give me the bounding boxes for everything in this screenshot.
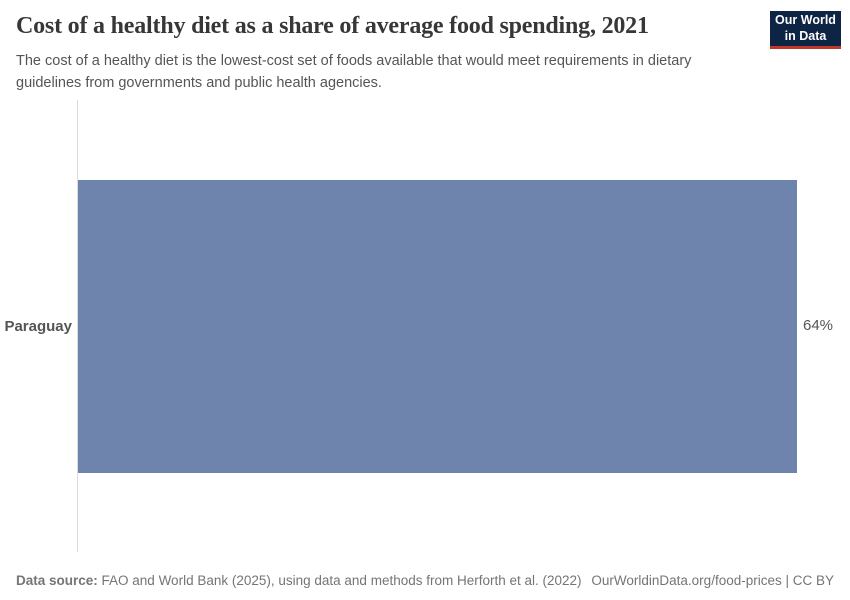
attribution-note: OurWorldinData.org/food-prices | CC BY: [591, 573, 834, 588]
entity-label-paraguay: Paraguay: [4, 318, 72, 335]
logo-line-2: in Data: [784, 28, 827, 43]
plot-area: [78, 100, 797, 552]
data-source-label: Data source:: [16, 573, 98, 588]
data-source-text: FAO and World Bank (2025), using data an…: [97, 573, 582, 588]
bar-paraguay[interactable]: [78, 180, 797, 473]
y-axis-line: [77, 100, 78, 552]
chart-footer: Data source: FAO and World Bank (2025), …: [16, 573, 834, 589]
owid-logo: Our World in Data: [770, 11, 841, 49]
data-source-note: Data source: FAO and World Bank (2025), …: [16, 573, 582, 589]
chart-title: Cost of a healthy diet as a share of ave…: [16, 13, 649, 39]
chart-subtitle: The cost of a healthy diet is the lowest…: [16, 53, 692, 91]
logo-line-1: Our World: [775, 13, 836, 27]
value-label-paraguay: 64%: [803, 317, 834, 334]
